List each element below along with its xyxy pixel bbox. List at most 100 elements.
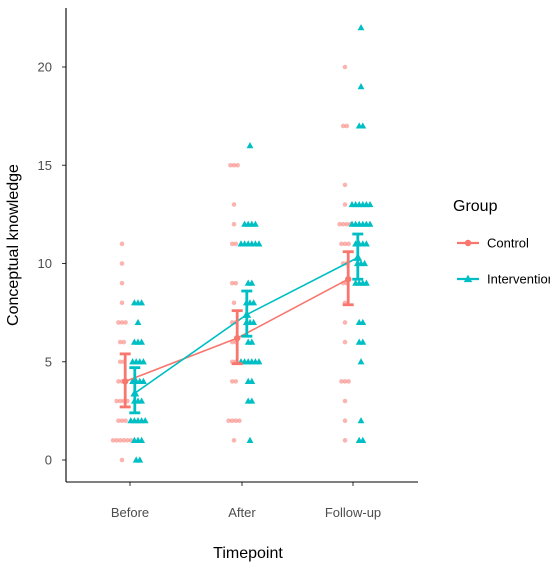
data-point [123, 418, 128, 424]
data-point [233, 418, 239, 424]
data-point [342, 241, 348, 247]
data-point [231, 300, 237, 306]
data-point [357, 358, 365, 365]
data-point [229, 418, 235, 424]
data-point [229, 280, 235, 286]
data-point [116, 320, 121, 325]
data-point [342, 182, 348, 188]
series-control-error-bars [119, 250, 354, 409]
mean-point [345, 276, 352, 283]
data-point [337, 221, 342, 227]
data-point [362, 240, 370, 247]
series-control-points [110, 64, 353, 463]
data-point [231, 221, 237, 227]
data-point [119, 280, 125, 286]
x-tick-label: Follow-up [325, 505, 381, 520]
y-axis-ticks: 0 5 10 15 20 [38, 60, 66, 468]
x-axis-ticks: Before After Follow-up [111, 482, 381, 520]
legend-items: Control Intervention [457, 236, 550, 287]
x-tick-label: After [228, 505, 256, 520]
y-axis-title: Conceptual knowledge [5, 164, 22, 326]
legend-key-marker [464, 239, 472, 247]
data-point [139, 377, 147, 384]
data-point [231, 162, 237, 168]
legend-item-intervention: Intervention [457, 272, 550, 287]
data-point [342, 202, 348, 207]
data-point [248, 377, 256, 384]
legend-label: Control [487, 236, 529, 251]
data-point [116, 418, 121, 424]
data-point [119, 241, 125, 247]
data-point [361, 259, 369, 267]
data-point [357, 24, 365, 31]
mean-point [122, 378, 129, 385]
data-point [340, 123, 346, 129]
y-tick-label: 20 [38, 60, 52, 75]
data-point [141, 417, 149, 424]
mean-lines [124, 256, 359, 394]
data-point [138, 299, 146, 306]
data-point [342, 398, 348, 404]
data-point [344, 123, 350, 129]
data-point [110, 438, 116, 443]
data-point [119, 457, 125, 463]
data-point [136, 456, 144, 463]
axes [65, 8, 418, 483]
data-point [250, 299, 258, 306]
data-point [346, 379, 351, 384]
legend-key-marker [463, 274, 473, 283]
x-axis-title: Timepoint [213, 545, 283, 562]
legend-item-control: Control [457, 236, 529, 251]
data-point [346, 241, 351, 247]
data-point [119, 418, 125, 424]
data-point [114, 438, 119, 443]
data-point [342, 418, 348, 424]
data-point [342, 64, 348, 70]
data-point [359, 122, 367, 129]
data-point [339, 379, 344, 384]
data-point [121, 339, 127, 345]
data-point [117, 359, 123, 365]
data-point [114, 398, 119, 404]
data-point [117, 438, 123, 443]
data-point [246, 142, 254, 149]
data-point [359, 338, 367, 345]
y-tick-label: 10 [38, 256, 52, 271]
data-point [357, 83, 365, 90]
data-points [110, 24, 374, 463]
data-point [229, 379, 235, 384]
data-point [119, 320, 125, 325]
data-point [233, 280, 239, 286]
data-point [251, 220, 259, 227]
data-point [366, 220, 374, 227]
mean-point [353, 253, 363, 261]
data-point [359, 436, 367, 443]
mean-point [234, 334, 241, 342]
series-intervention-error-bars [129, 232, 364, 415]
data-point [237, 418, 242, 424]
data-point [342, 320, 348, 325]
data-point [342, 339, 348, 345]
data-point [226, 418, 231, 424]
data-point [248, 397, 256, 404]
data-point [250, 318, 258, 326]
data-point [366, 200, 374, 208]
data-point [139, 358, 147, 365]
data-point [138, 338, 146, 345]
data-point [134, 318, 142, 326]
data-point [359, 318, 367, 326]
data-point [231, 438, 237, 443]
data-point [248, 338, 256, 345]
data-point [117, 339, 123, 345]
data-point [233, 379, 239, 384]
data-point [344, 221, 350, 227]
y-tick-label: 5 [45, 354, 52, 369]
data-point [138, 397, 146, 404]
data-point [340, 221, 346, 227]
legend: Group Control Intervention [453, 198, 550, 287]
data-point [342, 379, 348, 384]
y-tick-label: 0 [45, 453, 52, 468]
data-point [121, 438, 127, 443]
legend-label: Intervention [487, 272, 550, 287]
data-point [362, 279, 370, 286]
